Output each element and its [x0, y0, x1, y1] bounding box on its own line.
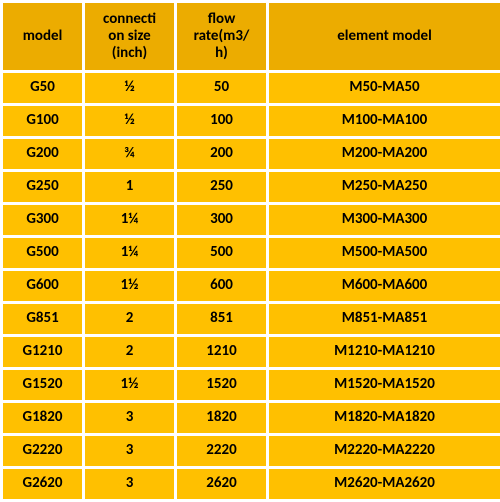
header-cell-flow-label2: rate(m3/ — [194, 27, 250, 45]
table-row: G262032620M2620-MA2620 — [2, 468, 500, 501]
header-cell-flow-label3: h) — [215, 44, 228, 62]
cell-model: G50 — [2, 72, 84, 105]
cell-conn: 1½ — [84, 270, 176, 303]
cell-elem: M851-MA851 — [268, 303, 500, 336]
table-row: G2501250M250-MA250 — [2, 171, 500, 204]
cell-conn: 2 — [84, 303, 176, 336]
cell-elem: M2620-MA2620 — [268, 468, 500, 501]
cell-flow: 2220 — [176, 435, 268, 468]
table-row: G6001½600M600-MA600 — [2, 270, 500, 303]
cell-model: G100 — [2, 105, 84, 138]
cell-flow: 600 — [176, 270, 268, 303]
cell-flow: 500 — [176, 237, 268, 270]
cell-flow: 1210 — [176, 336, 268, 369]
cell-elem: M1520-MA1520 — [268, 369, 500, 402]
table-row: G50½50M50-MA50 — [2, 72, 500, 105]
cell-elem: M2220-MA2220 — [268, 435, 500, 468]
cell-conn: 1¼ — [84, 237, 176, 270]
cell-model: G851 — [2, 303, 84, 336]
header-cell-elem: element model — [268, 2, 500, 72]
cell-conn: 3 — [84, 468, 176, 501]
header-cell-conn-label: connecti — [103, 10, 156, 28]
table-row: G5001¼500M500-MA500 — [2, 237, 500, 270]
cell-conn: 1 — [84, 171, 176, 204]
cell-elem: M250-MA250 — [268, 171, 500, 204]
cell-flow: 1520 — [176, 369, 268, 402]
table-row: G8512851M851-MA851 — [2, 303, 500, 336]
header-cell-flow-label: flow — [208, 10, 236, 28]
header-cell-model: model — [2, 2, 84, 72]
header-cell-conn-label2: on size — [108, 27, 150, 45]
cell-flow: 250 — [176, 171, 268, 204]
table-row: G3001¼300M300-MA300 — [2, 204, 500, 237]
cell-conn: ½ — [84, 72, 176, 105]
cell-flow: 50 — [176, 72, 268, 105]
cell-elem: M1210-MA1210 — [268, 336, 500, 369]
cell-model: G2220 — [2, 435, 84, 468]
cell-conn: ½ — [84, 105, 176, 138]
cell-model: G1820 — [2, 402, 84, 435]
table-row: G100½100M100-MA100 — [2, 105, 500, 138]
table-body: G50½50M50-MA50G100½100M100-MA100G200¾200… — [2, 72, 500, 501]
table-row: G182031820M1820-MA1820 — [2, 402, 500, 435]
cell-elem: M600-MA600 — [268, 270, 500, 303]
cell-elem: M1820-MA1820 — [268, 402, 500, 435]
cell-conn: 1¼ — [84, 204, 176, 237]
cell-model: G2620 — [2, 468, 84, 501]
cell-conn: 1½ — [84, 369, 176, 402]
table-row: G200¾200M200-MA200 — [2, 138, 500, 171]
cell-elem: M50-MA50 — [268, 72, 500, 105]
cell-model: G250 — [2, 171, 84, 204]
table-row: G15201½1520M1520-MA1520 — [2, 369, 500, 402]
table-row: G121021210M1210-MA1210 — [2, 336, 500, 369]
cell-flow: 300 — [176, 204, 268, 237]
cell-model: G500 — [2, 237, 84, 270]
cell-elem: M500-MA500 — [268, 237, 500, 270]
table-row: G222032220M2220-MA2220 — [2, 435, 500, 468]
cell-conn: 3 — [84, 402, 176, 435]
header-cell-flow: flowrate(m3/h) — [176, 2, 268, 72]
cell-elem: M100-MA100 — [268, 105, 500, 138]
cell-conn: 3 — [84, 435, 176, 468]
cell-model: G600 — [2, 270, 84, 303]
table-header: modelconnection size(inch)flowrate(m3/h)… — [2, 2, 500, 72]
cell-model: G300 — [2, 204, 84, 237]
cell-conn: ¾ — [84, 138, 176, 171]
cell-flow: 851 — [176, 303, 268, 336]
header-cell-conn-label3: (inch) — [112, 44, 147, 62]
cell-flow: 200 — [176, 138, 268, 171]
cell-conn: 2 — [84, 336, 176, 369]
cell-flow: 2620 — [176, 468, 268, 501]
cell-flow: 100 — [176, 105, 268, 138]
cell-model: G200 — [2, 138, 84, 171]
filter-spec-table: modelconnection size(inch)flowrate(m3/h)… — [0, 0, 500, 502]
header-cell-conn: connection size(inch) — [84, 2, 176, 72]
cell-model: G1210 — [2, 336, 84, 369]
cell-elem: M200-MA200 — [268, 138, 500, 171]
cell-model: G1520 — [2, 369, 84, 402]
header-row: modelconnection size(inch)flowrate(m3/h)… — [2, 2, 500, 72]
cell-elem: M300-MA300 — [268, 204, 500, 237]
cell-flow: 1820 — [176, 402, 268, 435]
